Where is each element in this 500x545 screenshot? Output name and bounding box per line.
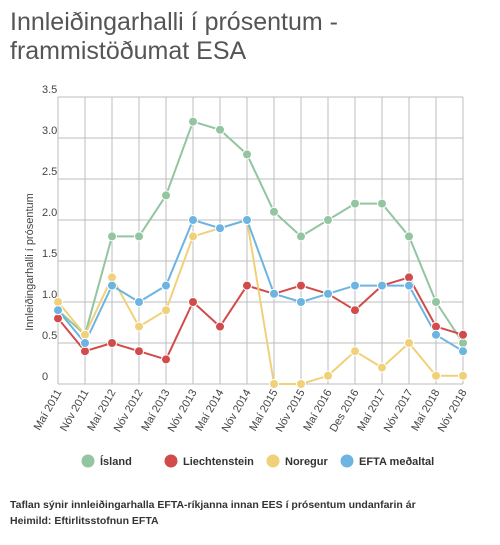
y-tick-label: 3.5 bbox=[42, 84, 57, 96]
data-point bbox=[377, 362, 387, 373]
footer: Taflan sýnir innleiðingarhalla EFTA-ríkj… bbox=[10, 497, 490, 529]
y-tick-label: 0 bbox=[42, 371, 48, 383]
data-point bbox=[404, 272, 414, 283]
data-point bbox=[134, 346, 144, 357]
data-point bbox=[269, 206, 279, 217]
legend-label: Liechtenstein bbox=[183, 456, 254, 468]
legend-label: Noregur bbox=[285, 456, 329, 468]
y-tick-label: 3.0 bbox=[42, 125, 57, 137]
data-point bbox=[242, 215, 252, 225]
data-point bbox=[404, 338, 414, 348]
data-point bbox=[215, 223, 225, 234]
y-tick-label: 0.5 bbox=[42, 330, 57, 342]
data-point bbox=[215, 124, 225, 135]
data-point bbox=[134, 297, 144, 307]
data-point bbox=[269, 288, 279, 299]
footnote: Taflan sýnir innleiðingarhalla EFTA-ríkj… bbox=[10, 499, 416, 511]
data-point bbox=[431, 297, 441, 307]
series-line bbox=[57, 120, 464, 344]
data-point bbox=[80, 338, 90, 348]
data-point bbox=[458, 329, 468, 340]
data-point bbox=[350, 346, 360, 357]
data-point bbox=[296, 297, 306, 307]
data-point bbox=[458, 370, 468, 381]
legend-swatch bbox=[81, 454, 95, 468]
legend-label: EFTA meðaltal bbox=[359, 456, 434, 468]
y-tick-label: 2.5 bbox=[42, 166, 57, 178]
data-point bbox=[161, 305, 171, 316]
data-point bbox=[431, 321, 441, 332]
data-point bbox=[188, 297, 198, 307]
data-point bbox=[161, 280, 171, 291]
data-point bbox=[107, 338, 117, 348]
data-point bbox=[296, 379, 306, 389]
data-point bbox=[107, 280, 117, 291]
data-point bbox=[107, 231, 117, 242]
data-point bbox=[188, 231, 198, 242]
data-point bbox=[404, 280, 414, 291]
data-point bbox=[134, 231, 144, 242]
data-point bbox=[107, 272, 117, 283]
data-point bbox=[323, 288, 333, 299]
data-point bbox=[404, 231, 414, 242]
data-point bbox=[350, 305, 360, 316]
data-point bbox=[161, 190, 171, 201]
series-line bbox=[57, 219, 463, 385]
chart-title-line2: frammistöðumat ESA bbox=[10, 37, 247, 65]
chart-title: Innleiðingarhalli í prósentum - frammist… bbox=[10, 8, 490, 66]
data-point bbox=[377, 198, 387, 209]
legend-swatch bbox=[266, 454, 280, 468]
series-line bbox=[57, 276, 464, 361]
data-point bbox=[431, 370, 441, 381]
y-tick-label: 1.0 bbox=[42, 289, 57, 301]
source-note: Heimild: Eftirlitsstofnun EFTA bbox=[10, 515, 159, 527]
data-point bbox=[53, 305, 63, 316]
data-point bbox=[134, 321, 144, 332]
data-point bbox=[188, 116, 198, 127]
data-point bbox=[161, 354, 171, 365]
y-tick-label: 1.5 bbox=[42, 248, 57, 260]
data-point bbox=[323, 215, 333, 225]
y-axis-label: Innleiðingarhalli í prósentum bbox=[24, 193, 36, 331]
data-point bbox=[296, 231, 306, 242]
y-tick-label: 2.0 bbox=[42, 207, 57, 219]
data-point bbox=[242, 280, 252, 291]
data-point bbox=[80, 329, 90, 340]
data-point bbox=[296, 280, 306, 291]
legend-label: Ísland bbox=[100, 455, 132, 468]
series-line bbox=[57, 219, 464, 353]
legend-swatch bbox=[340, 454, 354, 468]
data-point bbox=[269, 379, 279, 389]
data-point bbox=[188, 215, 198, 225]
chart-title-line1: Innleiðingarhalli í prósentum - bbox=[10, 8, 338, 36]
data-point bbox=[350, 198, 360, 209]
data-point bbox=[215, 321, 225, 332]
data-point bbox=[431, 329, 441, 340]
data-point bbox=[350, 280, 360, 291]
data-point bbox=[323, 370, 333, 381]
data-point bbox=[53, 313, 63, 324]
data-point bbox=[80, 346, 90, 357]
data-point bbox=[377, 280, 387, 291]
data-point bbox=[458, 346, 468, 357]
data-point bbox=[53, 297, 63, 307]
legend-swatch bbox=[164, 454, 178, 468]
data-point bbox=[242, 149, 252, 160]
data-point bbox=[458, 338, 468, 348]
